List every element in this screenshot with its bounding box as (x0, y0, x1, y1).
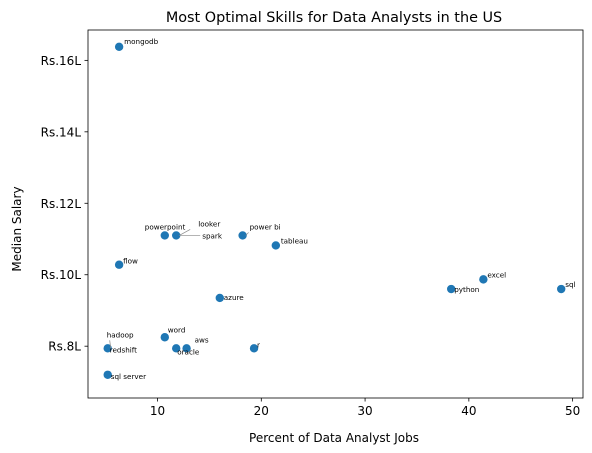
point-label: python (454, 285, 479, 294)
point-label: hadoop (107, 330, 134, 339)
data-point (172, 231, 181, 240)
y-tick-label: Rs.14L (41, 125, 82, 139)
data-point (238, 231, 247, 240)
x-tick-label: 40 (461, 404, 476, 418)
point-label: power bi (250, 222, 281, 231)
label-leader-line (179, 229, 191, 236)
label-leader-line (245, 232, 249, 236)
point-label: spark (202, 231, 223, 240)
y-tick-label: Rs.12L (41, 197, 82, 211)
chart-title: Most Optimal Skills for Data Analysts in… (166, 10, 502, 26)
point-label: azure (224, 293, 245, 302)
data-point (182, 344, 191, 353)
point-label: powerpoint (145, 222, 186, 231)
point-label: sql server (111, 372, 146, 381)
data-point (103, 344, 112, 353)
x-axis-label: Percent of Data Analyst Jobs (249, 431, 419, 445)
x-tick-label: 50 (565, 404, 580, 418)
point-label: mongodb (124, 37, 158, 46)
y-tick-label: Rs.16L (41, 54, 82, 68)
y-tick-label: Rs.10L (41, 268, 82, 282)
data-point (114, 260, 124, 269)
y-tick-label: Rs.8L (48, 340, 81, 354)
x-tick-label: 30 (357, 404, 372, 418)
plot-area: 10 20 30 40 50 Rs.8L Rs.10L Rs.12L Rs.14L Rs.16L m… (41, 29, 584, 418)
data-point (215, 293, 224, 303)
data-point (160, 231, 169, 240)
data-point (271, 241, 281, 250)
label-leader-line (109, 340, 112, 349)
data-point (557, 284, 566, 294)
point-label: tableau (281, 236, 308, 245)
y-axis-label: Median Salary (10, 186, 24, 271)
x-tick-label: 10 (150, 404, 165, 418)
plot-frame (87, 29, 584, 399)
point-label: aws (195, 335, 209, 344)
point-label: r (257, 340, 260, 349)
point-label: redshift (110, 345, 137, 354)
x-tick-label: 20 (254, 404, 269, 418)
data-point (447, 284, 456, 294)
point-label: sql (565, 280, 575, 289)
point-label: excel (487, 270, 506, 279)
data-point (160, 333, 169, 342)
data-point (103, 370, 112, 379)
data-point (114, 42, 124, 51)
point-label: oracle (177, 347, 200, 356)
point-label: flow (123, 257, 138, 266)
data-point (249, 344, 259, 353)
point-label: looker (198, 219, 220, 228)
point-label: word (168, 325, 186, 334)
data-point (172, 344, 181, 353)
data-point (479, 275, 488, 284)
